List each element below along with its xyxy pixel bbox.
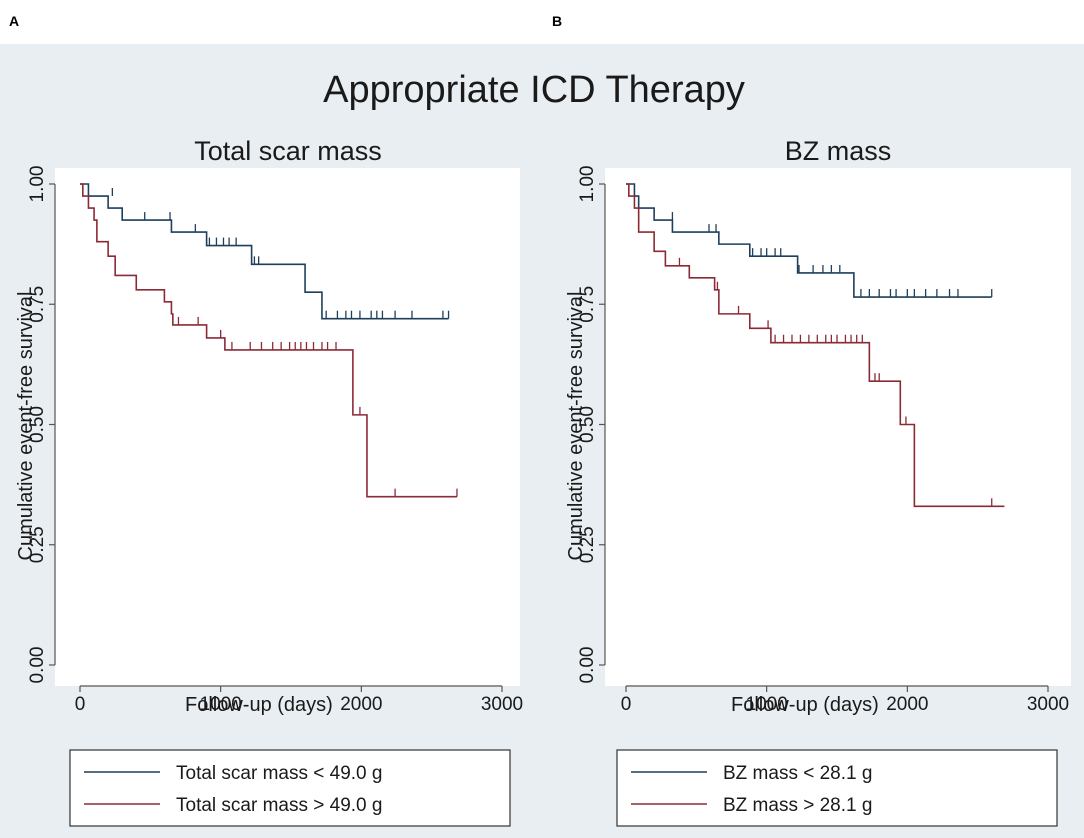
panel-2-plot-area	[605, 168, 1071, 686]
panel-1-x-tick-label: 2000	[340, 694, 382, 715]
panel-label-a: A	[9, 13, 20, 29]
panel-1-plot-area	[55, 168, 520, 686]
panel-2-x-tick-label: 1000	[746, 694, 788, 715]
panel-2-title: BZ mass	[785, 136, 892, 166]
panel-1-x-tick-label: 1000	[200, 694, 242, 715]
panel-2-x-axis-label: Follow-up (days)	[731, 694, 879, 716]
panel-2-x-tick-label: 3000	[1027, 694, 1069, 715]
panel-2-y-tick-label: 0.00	[577, 647, 598, 684]
figure-title: Appropriate ICD Therapy	[323, 69, 745, 111]
panel-1-y-tick-label: 0.50	[27, 406, 48, 443]
panel-2-legend-label-2: BZ mass > 28.1 g	[723, 795, 872, 816]
panel-label-b: B	[552, 13, 563, 29]
panel-2-y-axis-label: Cumulative event-free survival	[565, 292, 587, 561]
panel-1-y-axis-label: Cumulative event-free survival	[15, 292, 37, 561]
panel-1-y-tick-label: 0.75	[27, 286, 48, 323]
panel-2-series-1-curve	[626, 183, 992, 298]
panel-1-legend	[69, 749, 511, 827]
header-strip	[0, 0, 1084, 44]
panel-1-x-tick-label: 0	[75, 694, 86, 715]
panel-2-y-tick-label: 0.50	[577, 406, 598, 443]
panel-2-legend-label-1: BZ mass < 28.1 g	[723, 763, 872, 784]
panel-1-x-axis-label: Follow-up (days)	[185, 694, 333, 716]
panel-1-legend-label-1: Total scar mass < 49.0 g	[176, 763, 382, 784]
panel-1-y-tick-label: 1.00	[27, 166, 48, 203]
panel-2-legend	[616, 749, 1058, 827]
panel-1-series-1-curve	[80, 183, 449, 320]
panel-1-y-tick-label: 0.00	[27, 647, 48, 684]
panel-2-x-tick-label: 2000	[886, 694, 928, 715]
panel-1-series-2-curve	[80, 183, 457, 498]
panel-2-y-tick-label: 0.25	[577, 526, 598, 563]
panel-1-title: Total scar mass	[194, 136, 382, 166]
panel-1-x-tick-label: 3000	[481, 694, 523, 715]
km-figure: Appropriate ICD Therapy Total scar mass 0…	[15, 69, 1071, 827]
panel-2-y-tick-label: 1.00	[577, 166, 598, 203]
panel-1-legend-label-2: Total scar mass > 49.0 g	[176, 795, 382, 816]
panel-2-x-tick-label: 0	[621, 694, 632, 715]
panel-2-y-tick-label: 0.75	[577, 286, 598, 323]
panel-1-y-tick-label: 0.25	[27, 526, 48, 563]
panel-2-series-2-curve	[626, 183, 1005, 508]
figure-canvas: Appropriate ICD Therapy Total scar mass 0…	[0, 44, 1084, 838]
